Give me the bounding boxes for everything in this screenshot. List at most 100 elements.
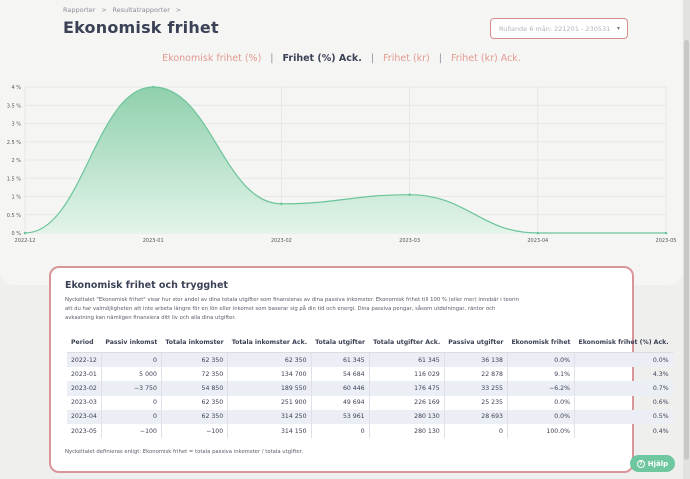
- breadcrumb: Rapporter > Resultatrapporter >: [63, 6, 181, 14]
- tab-ekonomisk-frihet-procent[interactable]: Ekonomisk frihet (%): [162, 53, 262, 64]
- y-tick-label: 3 %: [11, 122, 21, 128]
- table-cell: 62 350: [161, 395, 229, 410]
- table-cell: 0: [311, 423, 370, 439]
- column-header: Passiva utgifter: [444, 334, 508, 353]
- data-table: Period Passiv inkomst Totala inkomster T…: [67, 334, 673, 439]
- y-tick-label: 0 %: [11, 231, 21, 237]
- table-row: 2023-01 5 000 72 350 134 700 54 684 116 029 22…: [67, 367, 673, 382]
- table-cell: 2023-05: [67, 423, 102, 439]
- period-select-value: Rullande 6 mån: 221201 - 230531: [499, 25, 611, 33]
- page-title: Ekonomisk frihet: [63, 18, 219, 37]
- table-cell: 176 475: [369, 381, 445, 396]
- table-cell: 251 900: [227, 395, 312, 410]
- table-cell: 0: [101, 409, 162, 424]
- y-tick-label: 3.5 %: [7, 103, 22, 109]
- data-point[interactable]: [664, 231, 668, 235]
- y-tick-label: 2.5 %: [7, 140, 22, 146]
- column-header: Ekonomisk frihet: [507, 334, 575, 353]
- help-label: Hjälp: [647, 459, 669, 468]
- table-cell: 33 255: [444, 381, 508, 396]
- table-cell: 53 961: [311, 409, 370, 424]
- column-header: Totala utgifter: [311, 334, 370, 353]
- column-header: Totala inkomster Ack.: [227, 334, 312, 353]
- y-tick-label: 0.5 %: [7, 213, 22, 219]
- table-cell: 9.1%: [507, 367, 575, 382]
- table-cell: 134 700: [227, 367, 312, 382]
- table-cell: 0.4%: [652, 427, 669, 435]
- table-cell: −6.2%: [507, 381, 575, 396]
- table-cell: 0.6%: [652, 399, 669, 407]
- column-header: Totala utgifter Ack.: [369, 334, 445, 353]
- card-title: Ekonomisk frihet och trygghet: [65, 280, 228, 291]
- table-cell: 62 350: [161, 409, 229, 424]
- table-cell: 189 550: [227, 381, 312, 396]
- breadcrumb-separator: >: [175, 6, 181, 14]
- y-tick-label: 2 %: [11, 158, 21, 164]
- question-icon: ?: [636, 459, 645, 468]
- table-cell: 280 130: [369, 409, 445, 424]
- table-cell: 2023-02: [67, 381, 102, 396]
- tab-frihet-kr[interactable]: Frihet (kr): [383, 53, 430, 64]
- table-cell: 226 169: [369, 395, 445, 410]
- tab-separator: |: [370, 53, 375, 64]
- table-row: 2023-05 −100 −100 314 150 0 280 130 0 100.0% 0.4…: [67, 423, 673, 439]
- table-cell: 314 150: [227, 423, 312, 439]
- table-cell: 2022-12: [67, 352, 102, 368]
- column-header: Ekonomisk frihet (%) Ack.: [574, 334, 673, 353]
- table-cell: 0.0%: [507, 395, 575, 410]
- help-button[interactable]: ? Hjälp: [630, 455, 675, 472]
- breadcrumb-item-resultatrapporter[interactable]: Resultatrapporter: [112, 6, 170, 14]
- column-header: Period: [67, 334, 102, 353]
- breadcrumb-separator: >: [101, 6, 107, 14]
- table-cell: 36 138: [444, 352, 508, 368]
- tab-frihet-procent-ack[interactable]: Frihet (%) Ack.: [282, 53, 362, 64]
- data-point[interactable]: [536, 231, 540, 235]
- y-tick-label: 4 %: [11, 85, 21, 91]
- data-point[interactable]: [408, 193, 411, 196]
- table-cell: 22 878: [444, 367, 508, 382]
- x-tick-label: 2023-03: [399, 238, 420, 244]
- table-cell: 0.0%: [507, 409, 575, 424]
- table-cell: 62 350: [227, 352, 312, 368]
- x-tick-label: 2023-05: [656, 238, 677, 244]
- table-cell: 25 235: [444, 395, 508, 410]
- table-cell: 0.0%: [507, 352, 575, 368]
- column-header: Totala inkomster: [161, 334, 228, 353]
- x-tick-label: 2022-12: [15, 238, 36, 244]
- table-cell: 0: [101, 395, 162, 410]
- breadcrumb-item-rapporter[interactable]: Rapporter: [63, 6, 96, 14]
- table-cell: 72 350: [161, 367, 229, 382]
- table-cell: 100.0%: [507, 423, 575, 439]
- table-cell: 0: [444, 423, 508, 439]
- table-cell: 2023-03: [67, 395, 102, 410]
- tab-separator: |: [270, 53, 274, 64]
- table-cell: 116 029: [369, 367, 445, 382]
- table-cell: 0.7%: [574, 381, 673, 396]
- table-row: 2023-02 −3 750 54 850 189 550 60 446 176 475 3…: [67, 381, 673, 396]
- table-cell: −100: [101, 423, 162, 439]
- area-series-fill: [25, 87, 666, 233]
- table-row: 2023-03 0 62 350 251 900 49 694 226 169 25 235…: [67, 395, 673, 410]
- period-select[interactable]: Rullande 6 mån: 221201 - 230531 ▾: [490, 18, 628, 39]
- tab-separator: |: [438, 53, 442, 64]
- table-cell: 0.5%: [574, 409, 673, 424]
- chevron-down-icon: ▾: [616, 25, 620, 32]
- card-description: Nyckeltalet "Ekonomisk frihet" visar hur…: [65, 297, 520, 321]
- y-tick-label: 1 %: [11, 195, 21, 201]
- data-point[interactable]: [151, 85, 155, 89]
- tab-frihet-kr-ack[interactable]: Frihet (kr) Ack.: [450, 53, 521, 64]
- table-cell: −3 750: [101, 381, 162, 396]
- column-header: Passiv inkomst: [101, 334, 162, 353]
- table-cell: −100: [161, 423, 229, 439]
- table-cell: 2023-04: [67, 409, 102, 424]
- table-cell: 49 694: [311, 395, 370, 410]
- scrollbar[interactable]: [683, 0, 690, 479]
- table-row: 2023-04 0 62 350 314 250 53 961 280 130 28 693…: [67, 409, 673, 424]
- table-cell: 61 345: [311, 352, 370, 368]
- data-point[interactable]: [280, 202, 283, 206]
- table-row: 2022-12 0 62 350 62 350 61 345 61 345 36 138 0.…: [67, 352, 673, 368]
- scrollbar-thumb[interactable]: [684, 40, 689, 460]
- table-cell: 61 345: [369, 352, 445, 368]
- data-point[interactable]: [23, 231, 27, 235]
- x-tick-label: 2023-02: [271, 238, 292, 244]
